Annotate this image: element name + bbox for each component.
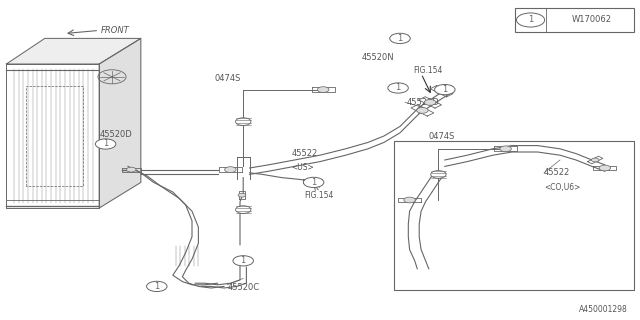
Text: 1: 1 (154, 282, 159, 291)
Text: FIG.154: FIG.154 (304, 191, 333, 200)
Circle shape (236, 118, 251, 125)
Circle shape (303, 177, 324, 188)
Text: 45522: 45522 (544, 168, 570, 177)
Text: <US>: <US> (291, 164, 314, 172)
Text: 1: 1 (396, 84, 401, 92)
Text: 1: 1 (103, 140, 108, 148)
Circle shape (436, 88, 447, 94)
Text: 45520D: 45520D (406, 98, 439, 107)
Circle shape (95, 139, 116, 149)
Circle shape (435, 84, 455, 95)
Text: 1: 1 (397, 34, 403, 43)
Circle shape (317, 87, 329, 92)
Text: 1: 1 (442, 85, 447, 94)
Text: 1: 1 (311, 178, 316, 187)
Circle shape (424, 100, 436, 105)
Text: 45520N: 45520N (362, 53, 394, 62)
Circle shape (404, 197, 415, 203)
Text: 45520C: 45520C (227, 284, 259, 292)
Text: 45520D: 45520D (99, 130, 132, 139)
Text: 45522: 45522 (291, 149, 317, 158)
Circle shape (236, 206, 251, 213)
Circle shape (307, 179, 317, 184)
Polygon shape (6, 38, 141, 64)
Text: 1: 1 (528, 15, 533, 25)
Circle shape (431, 171, 446, 178)
Circle shape (390, 33, 410, 44)
Text: A450001298: A450001298 (579, 305, 627, 314)
Text: 0474S: 0474S (428, 132, 455, 141)
Polygon shape (99, 38, 141, 208)
Circle shape (238, 193, 246, 197)
Text: 0474S: 0474S (214, 74, 241, 83)
Text: FRONT: FRONT (101, 26, 130, 35)
Circle shape (225, 167, 236, 172)
Text: W170062: W170062 (572, 15, 612, 25)
Bar (515, 8, 634, 32)
Text: 1: 1 (241, 256, 246, 265)
Circle shape (233, 256, 253, 266)
Text: <CO,U6>: <CO,U6> (544, 183, 580, 192)
Circle shape (591, 158, 599, 162)
Circle shape (417, 108, 428, 113)
Circle shape (500, 146, 511, 152)
Text: FIG.154: FIG.154 (413, 66, 442, 75)
Circle shape (599, 165, 611, 171)
Circle shape (147, 281, 167, 292)
Circle shape (127, 167, 136, 172)
Circle shape (388, 83, 408, 93)
Bar (394, 141, 634, 290)
